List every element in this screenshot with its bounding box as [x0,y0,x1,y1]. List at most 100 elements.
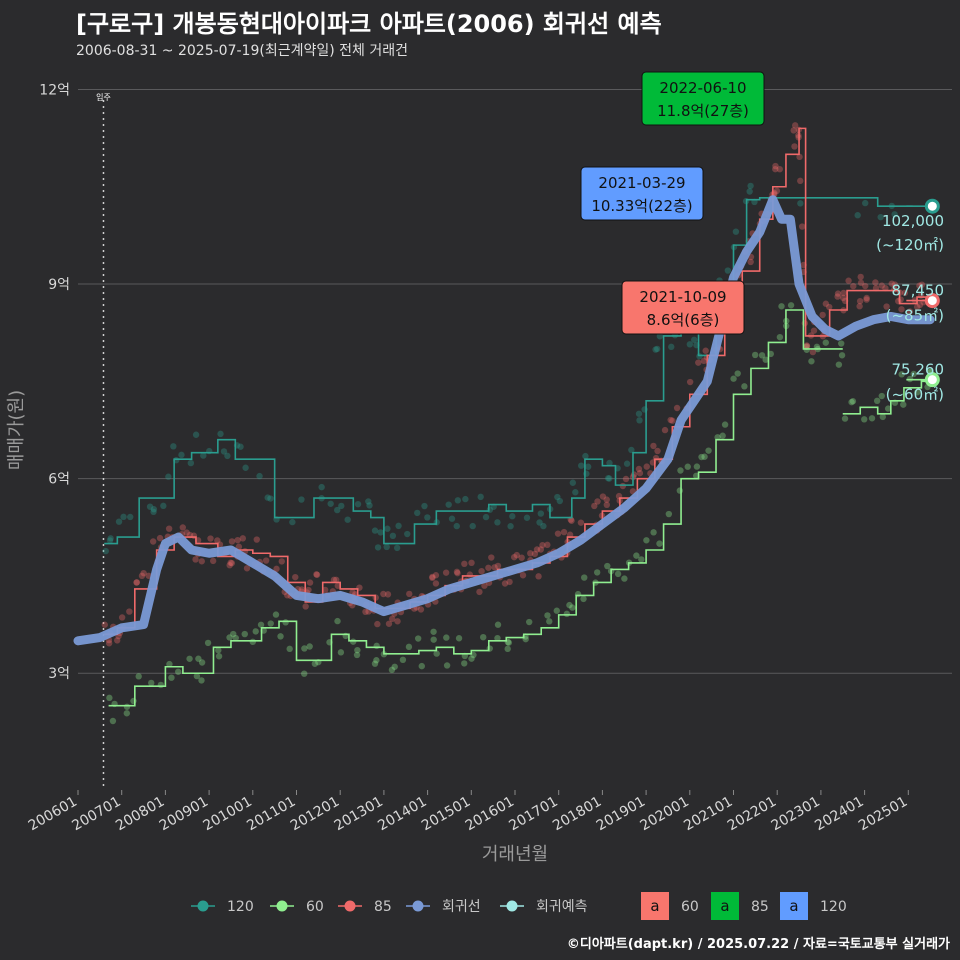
transaction-dot [130,697,137,705]
transaction-dot [333,576,340,583]
transaction-dot [385,620,393,627]
transaction-dot [669,417,676,424]
transaction-dot [192,431,200,438]
max-price-callout: 2021-03-29 10.33억(22층) [580,166,704,221]
transaction-dot [443,662,451,669]
legend-label: 120 [227,899,254,915]
transaction-dot [354,500,362,508]
transaction-dot [553,607,560,614]
x-tick-label: 201501 [419,794,473,835]
transaction-dot [772,165,779,173]
transaction-dot [758,352,766,359]
transaction-dot [133,579,140,586]
transaction-dot [638,556,645,563]
transaction-dot [138,572,146,580]
transaction-dot [388,615,396,623]
transaction-dot [311,660,319,667]
transaction-dot [234,536,241,544]
y-tick-label: 6억 [48,472,70,488]
transaction-dot [165,473,172,480]
transaction-dot [606,475,613,482]
transaction-dot [636,469,644,477]
transaction-dot [540,522,547,530]
transaction-dot [123,703,131,710]
transaction-dot [135,673,142,680]
transaction-dot [537,510,545,517]
transaction-dot [803,343,811,350]
transaction-dot [790,127,797,134]
transaction-dot [569,604,576,611]
transaction-dot [371,527,379,534]
transaction-dot [195,655,202,662]
transaction-dot [879,413,886,421]
transaction-dot [215,653,223,660]
transaction-dot [773,187,781,195]
transaction-dot [243,565,251,572]
transaction-dot [776,165,783,173]
x-tick-label: 201101 [244,794,298,835]
transaction-dot [365,498,372,505]
transaction-dot [445,501,452,508]
transaction-dot [491,564,498,571]
transaction-dot [321,586,329,594]
transaction-dot [476,588,483,596]
transaction-dot [677,467,684,474]
transaction-dot [822,300,830,307]
trend-line [73,195,935,646]
transaction-dot [338,502,345,510]
x-tick-label: 202501 [856,794,910,835]
transaction-dot [523,514,531,521]
transaction-dot [668,343,675,351]
transaction-dot [656,333,664,340]
transaction-dot [337,649,345,656]
transaction-dot [298,496,305,503]
transaction-dot [442,569,450,576]
transaction-dot [373,657,380,664]
chart-subtitle: 2006-08-31 ~ 2025-07-19(최근계약일) 전체 거래건 [76,43,408,59]
transaction-dot [581,574,588,581]
transaction-dot [536,519,543,526]
transaction-dot [318,483,325,491]
transaction-dot [432,572,440,579]
transaction-dot [878,282,886,289]
transaction-dot [118,614,126,621]
transaction-dot [901,289,909,297]
transaction-dot [835,361,843,368]
transaction-dot [746,188,753,195]
transaction-dot [252,628,259,635]
forecast-area: (~120㎡) [876,236,944,254]
transaction-dot [478,567,485,575]
transaction-dot [665,510,673,518]
transaction-dot [808,358,815,365]
transaction-dot [578,462,585,469]
transaction-dot [150,508,157,516]
transaction-dot [469,522,476,530]
transaction-dot [686,341,694,348]
transaction-dot [443,634,450,641]
transaction-dot [621,575,628,582]
transaction-dot [168,674,175,681]
legend-box [641,892,669,920]
transaction-dot [242,464,249,471]
transaction-dot [301,645,308,652]
transaction-dot [838,340,845,347]
transaction-dot [566,601,573,609]
transaction-dot [430,628,437,635]
transaction-dot [302,603,309,610]
transaction-dot [477,493,484,501]
source-footer: ©디아파트(dapt.kr) / 2025.07.22 / 자료=국토교통부 실… [566,937,950,952]
transaction-dot [652,346,659,353]
transaction-dot [262,557,270,564]
legend-box [711,892,739,920]
transaction-dot [272,611,280,618]
transaction-dot [619,482,627,490]
transaction-dot [841,415,849,422]
x-tick-label: 200601 [26,794,80,835]
transaction-dot [747,258,754,266]
transaction-dot [494,621,502,628]
transaction-dot [421,502,428,510]
transaction-dot [366,502,373,509]
legend-box-glyph: a [650,897,659,915]
legend-key-dot [344,900,356,912]
transaction-dot [698,453,705,461]
